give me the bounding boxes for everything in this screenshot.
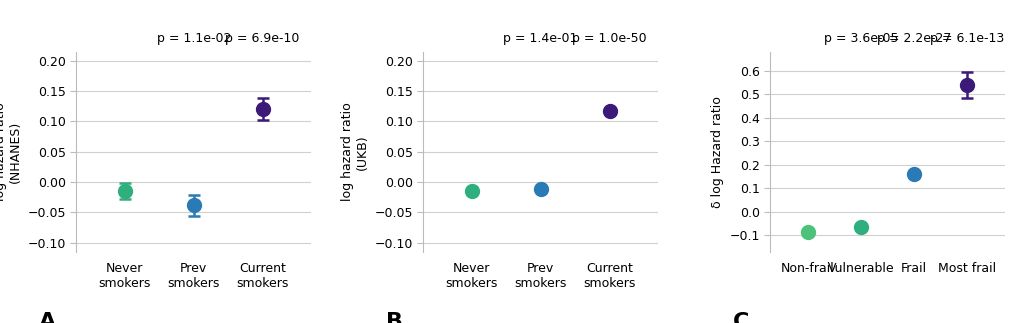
Text: p = 1.1e-02: p = 1.1e-02 [156,32,230,45]
Text: p = 2.2e-27: p = 2.2e-27 [876,32,951,45]
Y-axis label: log hazard ratio
(NHANES): log hazard ratio (NHANES) [0,102,22,201]
Text: p = 6.1e-13: p = 6.1e-13 [929,32,1004,45]
Text: p = 6.9e-10: p = 6.9e-10 [225,32,300,45]
Text: B: B [385,312,403,323]
Y-axis label: δ log Hazard ratio: δ log Hazard ratio [710,96,723,208]
Text: p = 1.4e-01: p = 1.4e-01 [503,32,577,45]
Text: p = 3.6e-05: p = 3.6e-05 [822,32,898,45]
Text: p = 1.0e-50: p = 1.0e-50 [572,32,646,45]
Y-axis label: log hazard ratio
(UKB): log hazard ratio (UKB) [340,102,369,201]
Text: C: C [732,312,748,323]
Text: A: A [39,312,56,323]
